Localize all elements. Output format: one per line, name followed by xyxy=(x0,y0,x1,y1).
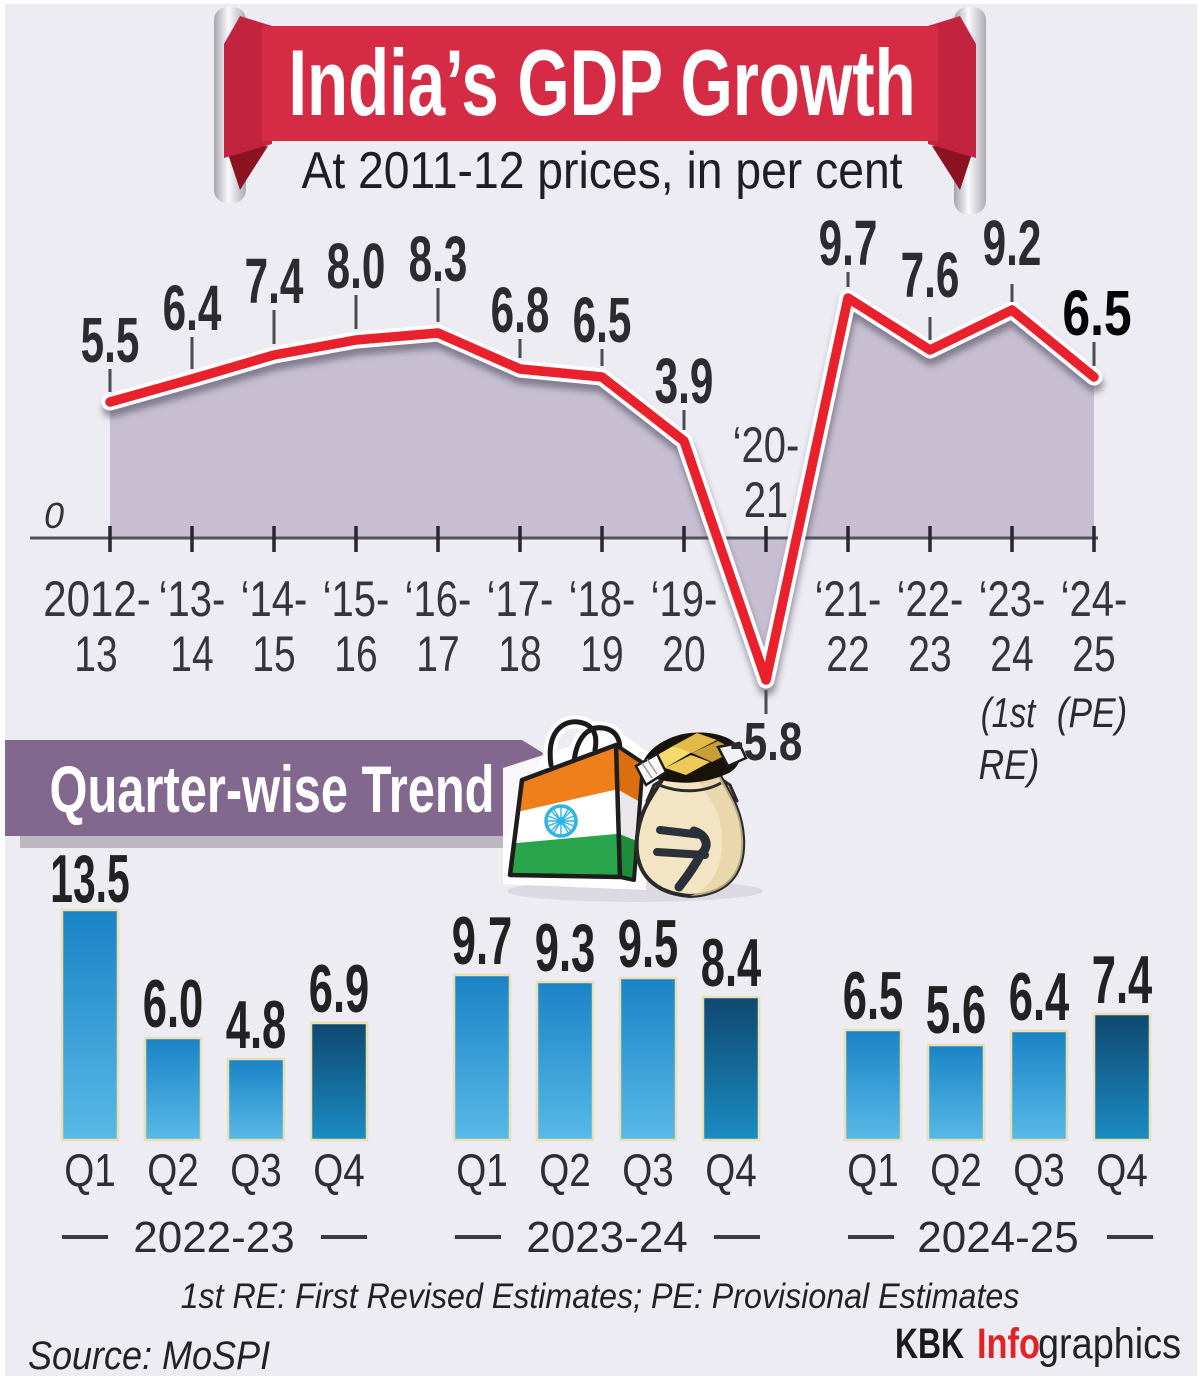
svg-text:(PE): (PE) xyxy=(1057,690,1128,737)
svg-text:‘14-: ‘14- xyxy=(241,571,308,627)
svg-text:6.4: 6.4 xyxy=(1009,959,1070,1035)
svg-text:13: 13 xyxy=(74,625,117,682)
svg-text:Q4: Q4 xyxy=(313,1145,365,1196)
svg-text:Q1: Q1 xyxy=(456,1145,508,1196)
svg-text:9.2: 9.2 xyxy=(983,208,1042,279)
svg-text:13.5: 13.5 xyxy=(50,840,129,916)
svg-text:5.6: 5.6 xyxy=(926,972,986,1048)
svg-text:India’s GDP Growth: India’s GDP Growth xyxy=(288,31,915,136)
svg-text:Q3: Q3 xyxy=(230,1145,282,1196)
svg-text:At 2011-12 prices, in per cent: At 2011-12 prices, in per cent xyxy=(301,142,902,200)
svg-text:‘24-: ‘24- xyxy=(1061,571,1128,627)
svg-text:2024-25: 2024-25 xyxy=(917,1213,1078,1262)
svg-text:0: 0 xyxy=(44,495,64,536)
svg-text:23: 23 xyxy=(908,625,951,682)
svg-text:9.5: 9.5 xyxy=(618,906,678,982)
svg-text:8.4: 8.4 xyxy=(701,925,762,1001)
svg-text:6.0: 6.0 xyxy=(143,966,203,1042)
svg-text:‘13-: ‘13- xyxy=(159,571,226,627)
svg-text:22: 22 xyxy=(826,625,869,682)
svg-text:16: 16 xyxy=(334,625,377,682)
svg-text:‘15-: ‘15- xyxy=(323,571,390,627)
svg-text:‘22-: ‘22- xyxy=(897,571,964,627)
svg-text:6.9: 6.9 xyxy=(309,951,369,1027)
svg-text:Q1: Q1 xyxy=(847,1145,899,1196)
svg-text:‘23-: ‘23- xyxy=(979,571,1046,627)
svg-text:24: 24 xyxy=(990,625,1033,682)
svg-text:RE): RE) xyxy=(979,742,1040,789)
svg-text:Q4: Q4 xyxy=(705,1145,757,1196)
svg-text:5.5: 5.5 xyxy=(81,305,140,376)
svg-text:-5.8: -5.8 xyxy=(730,712,803,772)
svg-text:17: 17 xyxy=(416,625,459,682)
svg-text:14: 14 xyxy=(170,625,213,682)
svg-text:8.0: 8.0 xyxy=(327,231,386,302)
svg-text:6.5: 6.5 xyxy=(843,958,903,1034)
svg-text:19: 19 xyxy=(580,625,623,682)
svg-text:Q2: Q2 xyxy=(147,1145,199,1196)
svg-text:Info: Info xyxy=(977,1320,1040,1367)
svg-text:7.6: 7.6 xyxy=(901,240,960,311)
svg-text:4.8: 4.8 xyxy=(226,987,286,1063)
svg-text:7.4: 7.4 xyxy=(245,246,304,317)
svg-text:6.5: 6.5 xyxy=(1062,278,1131,349)
svg-text:21: 21 xyxy=(744,472,788,528)
svg-text:25: 25 xyxy=(1072,625,1115,682)
svg-text:3.9: 3.9 xyxy=(655,346,714,417)
svg-text:6.5: 6.5 xyxy=(573,285,632,356)
svg-text:‘21-: ‘21- xyxy=(815,571,882,627)
svg-text:9.7: 9.7 xyxy=(452,903,512,979)
svg-text:Q1: Q1 xyxy=(64,1145,116,1196)
svg-text:8.3: 8.3 xyxy=(409,224,468,295)
svg-text:Quarter-wise Trend: Quarter-wise Trend xyxy=(49,753,494,827)
svg-text:Q2: Q2 xyxy=(539,1145,591,1196)
svg-text:2023-24: 2023-24 xyxy=(526,1213,687,1262)
svg-text:2022-23: 2022-23 xyxy=(133,1213,294,1262)
svg-text:18: 18 xyxy=(498,625,541,682)
svg-text:‘19-: ‘19- xyxy=(651,571,718,627)
svg-text:6.4: 6.4 xyxy=(163,273,222,344)
svg-text:9.7: 9.7 xyxy=(819,208,878,279)
svg-text:15: 15 xyxy=(252,625,295,682)
svg-text:7.4: 7.4 xyxy=(1092,942,1153,1018)
svg-text:9.3: 9.3 xyxy=(535,910,595,986)
svg-text:Q2: Q2 xyxy=(930,1145,982,1196)
svg-text:Q3: Q3 xyxy=(1013,1145,1065,1196)
svg-text:2012-: 2012- xyxy=(43,571,150,627)
svg-text:1st RE: First Revised Estimate: 1st RE: First Revised Estimates; PE: Pro… xyxy=(181,1278,1020,1317)
svg-text:‘18-: ‘18- xyxy=(569,571,636,627)
svg-text:(1st: (1st xyxy=(981,689,1037,736)
svg-text:KBK: KBK xyxy=(895,1320,964,1368)
svg-text:Source: MoSPI: Source: MoSPI xyxy=(28,1334,270,1378)
svg-text:Q4: Q4 xyxy=(1096,1145,1148,1196)
svg-text:‘20-: ‘20- xyxy=(733,417,800,473)
svg-text:‘17-: ‘17- xyxy=(487,571,554,627)
svg-text:6.8: 6.8 xyxy=(491,275,550,346)
svg-text:20: 20 xyxy=(662,625,705,682)
svg-text:‘16-: ‘16- xyxy=(405,571,472,627)
svg-text:Q3: Q3 xyxy=(622,1145,674,1196)
svg-text:graphics: graphics xyxy=(1038,1319,1181,1368)
